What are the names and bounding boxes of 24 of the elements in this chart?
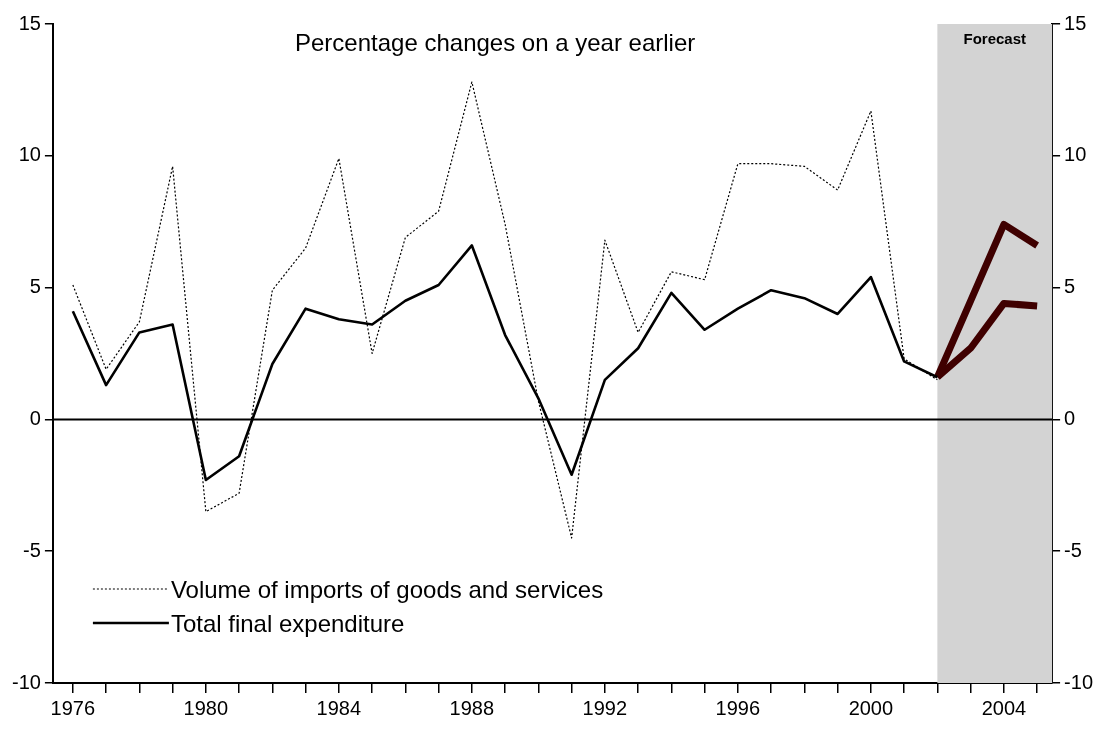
x-tick-label: 1992 bbox=[582, 696, 628, 719]
x-tick-label: 1976 bbox=[50, 696, 96, 719]
legend-label: Total final expenditure bbox=[170, 609, 405, 637]
x-tick-label: 1988 bbox=[449, 696, 495, 719]
y2-tick-label: -5 bbox=[1064, 538, 1082, 561]
y2-tick-label: 10 bbox=[1064, 143, 1087, 166]
y-tick-label: -10 bbox=[12, 670, 41, 693]
legend-label: Volume of imports of goods and services bbox=[170, 575, 604, 603]
x-tick-label: 2004 bbox=[981, 696, 1027, 719]
x-tick-label: 1984 bbox=[316, 696, 362, 719]
y2-tick-label: 0 bbox=[1064, 406, 1076, 429]
y2-tick-label: 15 bbox=[1064, 11, 1087, 34]
y-tick-label: -5 bbox=[23, 538, 41, 561]
x-tick-label: 2000 bbox=[848, 696, 894, 719]
x-tick-label: 1980 bbox=[183, 696, 229, 719]
y2-tick-label: -10 bbox=[1064, 670, 1093, 693]
y-tick-label: 10 bbox=[18, 143, 41, 166]
y-tick-label: 0 bbox=[29, 406, 41, 429]
x-tick-label: 1996 bbox=[715, 696, 761, 719]
chart-subtitle: Percentage changes on a year earlier bbox=[295, 28, 696, 56]
y-tick-label: 15 bbox=[18, 11, 41, 34]
y-tick-label: 5 bbox=[29, 275, 41, 298]
y2-tick-label: 5 bbox=[1064, 275, 1076, 298]
band-label: Forecast bbox=[963, 29, 1026, 47]
